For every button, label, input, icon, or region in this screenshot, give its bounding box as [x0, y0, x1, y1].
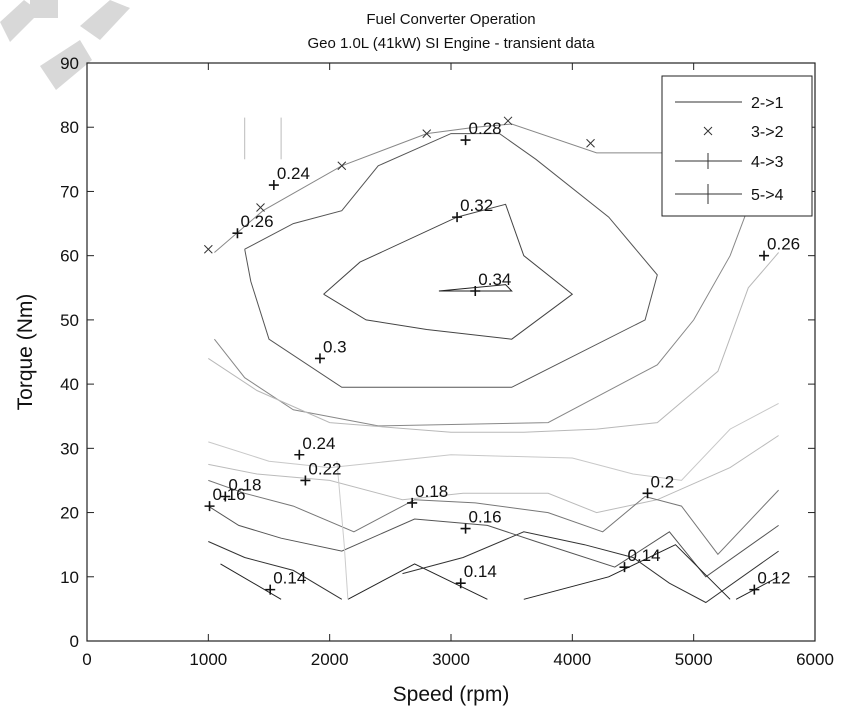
y-tick-label-8: 80: [60, 118, 79, 137]
legend-label-2-1: 2->1: [751, 95, 784, 112]
legend-label-3-2: 3->2: [751, 124, 784, 141]
contour-line-0_16-10: [402, 531, 779, 604]
x-marker-3: [422, 129, 432, 138]
x-axis-label: Speed (rpm): [393, 683, 510, 706]
chart-title: Fuel Converter Operation: [366, 11, 535, 28]
contour-line-0_22-6: [208, 435, 779, 514]
chart-subtitle: Geo 1.0L (41kW) SI Engine - transient da…: [307, 35, 595, 52]
contour-label-marker-0: [470, 285, 481, 296]
contour-label-8: 0.22: [308, 459, 341, 478]
contour-line-0_18-8: [208, 505, 779, 578]
legend-entry-4-3: 4->3: [675, 153, 784, 171]
contour-line-0_26-4: [208, 252, 779, 433]
x-tick-label-3: 3000: [432, 650, 470, 669]
contour-line-0_32-1: [323, 203, 574, 340]
contour-label-5: 0.24: [277, 164, 310, 183]
contour-line-0_3-2: [244, 133, 658, 388]
contour-label-marker-11: [407, 497, 418, 508]
contour-label-marker-16: [619, 562, 630, 573]
contour-label-0: 0.34: [478, 270, 511, 289]
contour-label-12: 0.16: [469, 508, 502, 527]
y-tick-label-3: 30: [60, 439, 79, 458]
watermark: [0, 0, 130, 90]
x-tick-label-4: 4000: [553, 650, 591, 669]
legend-entry-2-1: 2->1: [675, 95, 784, 112]
contour-label-3: 0.28: [469, 119, 502, 138]
x-marker-2: [337, 161, 347, 171]
y-tick-label-7: 70: [60, 182, 79, 201]
legend-entry-3-2: 3->2: [703, 124, 784, 141]
contour-label-marker-2: [314, 353, 325, 364]
contour-label-marker-14: [265, 584, 276, 595]
contour-label-marker-6: [759, 250, 770, 261]
contour-label-marker-10: [204, 501, 215, 512]
contour-label-10: 0.16: [213, 485, 246, 504]
y-tick-label-9: 90: [60, 54, 79, 73]
legend: 2->1 3->2 4->3 5->4: [661, 75, 813, 217]
x-tick-label-2: 2000: [311, 650, 349, 669]
contour-label-marker-8: [300, 475, 311, 486]
contour-label-marker-15: [455, 578, 466, 589]
contour-label-7: 0.24: [302, 434, 335, 453]
contour-label-2: 0.3: [323, 337, 347, 356]
contour-label-marker-9: [220, 491, 231, 502]
contour-label-marker-5: [268, 180, 279, 191]
contour-line-0_14-12: [347, 563, 488, 600]
contour-label-6: 0.26: [767, 235, 800, 254]
legend-label-4-3: 4->3: [751, 154, 784, 171]
contour-label-marker-13: [642, 488, 653, 499]
x-tick-label-0: 0: [82, 650, 91, 669]
contour-label-11: 0.18: [415, 482, 448, 501]
contour-line-0_12-14: [735, 576, 779, 600]
y-tick-label-6: 60: [60, 247, 79, 266]
x-tick-label-5: 5000: [675, 650, 713, 669]
contour-line-0_24-5: [208, 402, 779, 481]
y-tick-label-2: 20: [60, 504, 79, 523]
y-axis-label: Torque (Nm): [14, 294, 37, 411]
contour-label-marker-1: [452, 212, 463, 223]
contour-label-17: 0.12: [757, 569, 790, 588]
y-tick-label-5: 50: [60, 311, 79, 330]
contour-label-marker-17: [749, 584, 760, 595]
x-tick-label-6: 6000: [796, 650, 834, 669]
y-tick-label-0: 0: [70, 632, 79, 651]
contour-line-0_16-9: [208, 541, 343, 600]
y-tick-label-4: 40: [60, 375, 79, 394]
contour-label-14: 0.14: [273, 569, 306, 588]
contour-label-15: 0.14: [464, 562, 497, 581]
y-axis-ticks: 0 10 20 30 40 50 60 70 80 90: [60, 54, 815, 651]
contour-labels: 0.340.320.30.280.260.240.260.240.220.180…: [204, 119, 800, 595]
legend-label-5-4: 5->4: [751, 187, 784, 204]
x-tick-label-1: 1000: [189, 650, 227, 669]
legend-entry-5-4: 5->4: [675, 184, 784, 204]
x-marker-1: [256, 203, 265, 212]
y-tick-label-1: 10: [60, 568, 79, 587]
contour-label-1: 0.32: [460, 196, 493, 215]
x-marker-0: [203, 244, 213, 254]
contour-line-0_14-13: [523, 544, 731, 600]
contour-line-0_2-7: [208, 479, 779, 556]
contour-label-4: 0.26: [240, 212, 273, 231]
contour-label-9: 0.18: [228, 476, 261, 495]
x-axis-ticks: 0 1000 2000 3000 4000 5000 6000: [82, 63, 834, 669]
contour-label-16: 0.14: [628, 546, 661, 565]
contour-label-marker-4: [232, 228, 243, 239]
x-marker-5: [586, 138, 595, 148]
contour-label-marker-3: [460, 135, 471, 146]
x-marker-4: [503, 116, 513, 126]
contour-line-0_22-15: [336, 461, 349, 600]
contour-label-13: 0.2: [651, 472, 675, 491]
contour-label-marker-12: [460, 523, 471, 534]
legend-box: [661, 75, 813, 217]
contour-label-marker-7: [294, 449, 305, 460]
